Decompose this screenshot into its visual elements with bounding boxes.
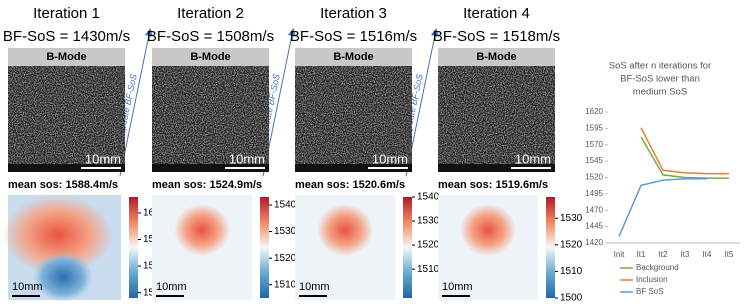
colorbar-tick-label: 1530: [417, 216, 440, 227]
colorbar-tick-label: 1530: [274, 226, 297, 237]
iteration-title: Iteration 1: [33, 5, 100, 22]
bmode-header: [438, 48, 555, 66]
colorbar-tick-label: 1520: [274, 253, 297, 264]
sos-map-region: [174, 204, 230, 256]
colorbar: [260, 197, 269, 298]
chart-title: BF-SoS lower than: [620, 74, 700, 85]
bmode-scale-bar: [368, 167, 408, 169]
y-tick-label: 1620: [585, 107, 603, 116]
heat-scale-label: 10mm: [12, 281, 43, 293]
bmode-header: [8, 48, 125, 66]
bmode-scale-label: 10mm: [372, 151, 408, 166]
heat-scale-bar: [156, 295, 184, 297]
y-tick-label: 1495: [585, 189, 603, 198]
x-tick-label: It4: [703, 250, 712, 259]
bmode-header: [152, 48, 269, 66]
bmode-header: [295, 48, 412, 66]
bf-sos: BF-SoS = 1508m/s: [147, 28, 274, 45]
colorbar-tick-label: 1540: [274, 200, 297, 211]
x-tick-label: Init: [614, 250, 625, 259]
y-tick-label: 1570: [585, 140, 603, 149]
y-tick-label: 1420: [585, 238, 603, 247]
chart-title: medium SoS: [633, 87, 687, 98]
bmode-label: B-Mode: [46, 51, 86, 63]
y-tick-label: 1470: [585, 205, 603, 214]
colorbar-tick-label: 1510: [417, 264, 440, 275]
bmode-scale-label: 10mm: [229, 151, 265, 166]
colorbar-tick-label: 1540: [417, 192, 440, 203]
bf-sos: BF-SoS = 1516m/s: [290, 28, 417, 45]
mean-sos: mean sos: 1588.4m/s: [8, 179, 118, 191]
colorbar-tick-label: 1520: [560, 239, 583, 250]
heat-scale-bar: [299, 295, 327, 297]
x-tick-label: It3: [681, 250, 690, 259]
legend-label: BF SoS: [636, 287, 664, 296]
heat-scale-bar: [12, 295, 40, 297]
x-tick-label: It2: [659, 250, 668, 259]
colorbar-tick-label: 1520: [417, 240, 440, 251]
y-tick-label: 1445: [585, 222, 603, 231]
colorbar: [129, 197, 138, 298]
bmode-scale-label: 10mm: [515, 151, 551, 166]
mean-sos: mean sos: 1524.9m/s: [152, 179, 262, 191]
bmode-scale-label: 10mm: [85, 151, 121, 166]
colorbar-tick-label: 1510: [274, 279, 297, 290]
bmode-label: B-Mode: [190, 51, 230, 63]
x-tick-label: It5: [725, 250, 734, 259]
colorbar-tick-label: 1530: [560, 213, 583, 224]
sos-map-region: [317, 204, 373, 256]
sos-map-region: [3, 195, 113, 275]
bmode-speckle: [295, 66, 412, 164]
mean-sos: mean sos: 1519.6m/s: [438, 179, 548, 191]
colorbar-tick-label: 1500: [560, 293, 583, 303]
bmode-label: B-Mode: [476, 51, 516, 63]
bmode-scale-bar: [81, 167, 121, 169]
series-line: [618, 178, 707, 237]
series-line: [640, 136, 729, 179]
y-tick-label: 1520: [585, 173, 603, 182]
bmode-speckle: [8, 66, 125, 164]
bmode-scale-bar: [511, 167, 551, 169]
colorbar: [403, 197, 412, 298]
bmode-speckle: [438, 66, 555, 164]
colorbar: [546, 197, 555, 298]
chart-title: SoS after n iterations for: [609, 61, 711, 72]
colorbar-tick-label: 1510: [560, 266, 583, 277]
heat-scale-label: 10mm: [156, 281, 187, 293]
legend-label: Background: [636, 263, 679, 272]
heat-scale-label: 10mm: [299, 281, 330, 293]
bf-sos: BF-SoS = 1430m/s: [3, 28, 130, 45]
series-line: [640, 127, 729, 175]
bmode-scale-bar: [225, 167, 265, 169]
mean-sos: mean sos: 1520.6m/s: [295, 179, 405, 191]
legend-label: Inclusion: [636, 275, 668, 284]
sos-map-region: [460, 204, 516, 256]
heat-scale-label: 10mm: [442, 281, 473, 293]
y-tick-label: 1545: [585, 156, 603, 165]
bmode-speckle: [152, 66, 269, 164]
y-tick-label: 1595: [585, 123, 603, 132]
bf-sos: BF-SoS = 1518m/s: [433, 28, 560, 45]
iteration-title: Iteration 2: [177, 5, 244, 22]
heat-scale-bar: [442, 295, 470, 297]
x-tick-label: It1: [637, 250, 646, 259]
sos-map-region: [33, 252, 93, 302]
iteration-title: Iteration 4: [463, 5, 530, 22]
bmode-label: B-Mode: [333, 51, 373, 63]
iteration-title: Iteration 3: [320, 5, 387, 22]
